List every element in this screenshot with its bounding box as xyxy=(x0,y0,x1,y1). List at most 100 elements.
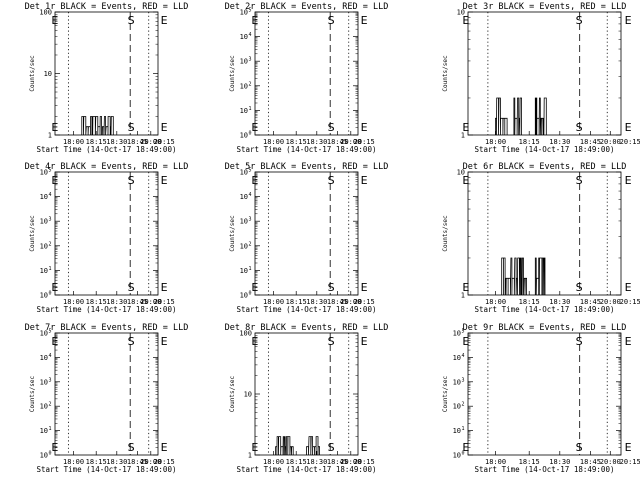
x-tick-label: 20:00 xyxy=(340,458,361,466)
x-axis-label: Start Time (14-Oct-17 18:49:00) xyxy=(37,145,177,154)
x-tick-label: 20:00 xyxy=(340,298,361,306)
plot-frame xyxy=(254,11,359,136)
det-1-plot: Det 1r BLACK = Events, RED = LLD 1 10 100 Co… xyxy=(25,2,189,154)
y-tick-label: 10 xyxy=(240,107,248,115)
y-tick-label: 10 xyxy=(40,292,48,300)
x-tick-label: 18:45 xyxy=(580,458,601,466)
x-tick-label: 18:00 xyxy=(63,298,84,306)
x-tick-label: 18:15 xyxy=(86,138,107,146)
y-tick-label: 10 xyxy=(240,267,248,275)
marker-e: E xyxy=(625,121,632,134)
y-tick-label: 10 xyxy=(240,218,248,226)
x-tick-label: 18:30 xyxy=(106,138,127,146)
marker-e: E xyxy=(625,14,632,27)
plot-title: Det 4r BLACK = Events, RED = LLD xyxy=(25,162,189,172)
x-tick-label: 18:15 xyxy=(286,138,307,146)
y-tick-label: 100 xyxy=(239,330,252,338)
marker-e: E xyxy=(161,335,168,348)
x-tick-label: 18:00 xyxy=(63,458,84,466)
x-tick-label: 18:45 xyxy=(327,298,348,306)
y-tick-label: 10 xyxy=(457,9,465,17)
y-tick-label: 10 xyxy=(240,169,248,177)
marker-e: E xyxy=(251,174,258,187)
marker-s: S xyxy=(128,14,135,27)
x-axis-label: Start Time (14-Oct-17 18:49:00) xyxy=(475,465,615,474)
x-tick-label: 18:15 xyxy=(286,298,307,306)
y-tick-label: 10 xyxy=(453,452,461,460)
x-tick-label: 20:15 xyxy=(354,138,375,146)
marker-s: S xyxy=(576,121,583,134)
y-tick-exponent: 2 xyxy=(249,81,252,87)
y-tick-exponent: 4 xyxy=(49,192,52,198)
y-axis-label: Counts/sec xyxy=(442,55,449,92)
y-tick-exponent: 0 xyxy=(49,451,52,457)
marker-e: E xyxy=(625,281,632,294)
marker-s: S xyxy=(328,281,335,294)
y-tick-label: 1 xyxy=(461,292,465,300)
x-tick-label: 18:00 xyxy=(63,138,84,146)
y-tick-label: 10 xyxy=(240,242,248,250)
x-axis-label: Start Time (14-Oct-17 18:49:00) xyxy=(237,145,377,154)
marker-s: S xyxy=(128,121,135,134)
x-tick-label: 20:15 xyxy=(620,298,640,306)
y-tick-exponent: 1 xyxy=(249,106,252,112)
y-tick-label: 10 xyxy=(40,267,48,275)
marker-s: S xyxy=(328,335,335,348)
x-axis-label: Start Time (14-Oct-17 18:49:00) xyxy=(475,305,615,314)
x-axis-label: Start Time (14-Oct-17 18:49:00) xyxy=(237,305,377,314)
plot-frame xyxy=(467,332,622,456)
plot-frame xyxy=(254,171,359,296)
x-tick-label: 18:15 xyxy=(519,458,540,466)
det-3-plot: Det 3r BLACK = Events, RED = LLD 1 10 Count… xyxy=(442,2,640,154)
x-tick-label: 18:15 xyxy=(519,138,540,146)
x-tick-label: 20:00 xyxy=(140,458,161,466)
x-tick-label: 20:00 xyxy=(340,138,361,146)
y-tick-label: 1 xyxy=(461,132,465,140)
y-tick-label: 10 xyxy=(240,9,248,17)
marker-e: E xyxy=(361,335,368,348)
plot-title: Det 1r BLACK = Events, RED = LLD xyxy=(25,2,189,12)
x-tick-label: 20:15 xyxy=(154,458,175,466)
y-tick-exponent: 5 xyxy=(462,329,465,335)
marker-s: S xyxy=(128,335,135,348)
y-tick-exponent: 4 xyxy=(49,353,52,359)
marker-e: E xyxy=(51,335,58,348)
plot-title: Det 9r BLACK = Events, RED = LLD xyxy=(463,323,627,333)
x-tick-label: 20:15 xyxy=(620,458,640,466)
y-tick-label: 10 xyxy=(457,169,465,177)
y-axis-label: Counts/sec xyxy=(229,55,236,92)
x-tick-label: 20:15 xyxy=(154,138,175,146)
plot-title: Det 6r BLACK = Events, RED = LLD xyxy=(463,162,627,172)
y-tick-exponent: 0 xyxy=(462,451,465,457)
y-tick-label: 10 xyxy=(44,70,52,78)
plot-frame xyxy=(254,332,359,456)
x-tick-label: 18:15 xyxy=(86,458,107,466)
marker-e: E xyxy=(161,14,168,27)
plot-title: Det 7r BLACK = Events, RED = LLD xyxy=(25,323,189,333)
y-tick-label: 10 xyxy=(40,169,48,177)
marker-e: E xyxy=(361,121,368,134)
x-tick-label: 20:15 xyxy=(154,298,175,306)
marker-e: E xyxy=(361,174,368,187)
y-tick-exponent: 4 xyxy=(249,192,252,198)
y-tick-label: 10 xyxy=(240,292,248,300)
x-tick-label: 18:30 xyxy=(306,298,327,306)
y-tick-label: 10 xyxy=(40,378,48,386)
y-tick-label: 10 xyxy=(40,452,48,460)
det-6-plot: Det 6r BLACK = Events, RED = LLD 1 10 Count… xyxy=(442,162,640,314)
x-tick-label: 18:30 xyxy=(549,458,570,466)
y-tick-label: 10 xyxy=(453,354,461,362)
x-axis-label: Start Time (14-Oct-17 18:49:00) xyxy=(475,145,615,154)
y-tick-label: 10 xyxy=(240,193,248,201)
series-black-line xyxy=(275,436,320,456)
marker-e: E xyxy=(161,174,168,187)
y-tick-label: 10 xyxy=(40,218,48,226)
y-tick-exponent: 2 xyxy=(49,241,52,247)
y-tick-label: 10 xyxy=(453,378,461,386)
y-tick-exponent: 1 xyxy=(249,266,252,272)
